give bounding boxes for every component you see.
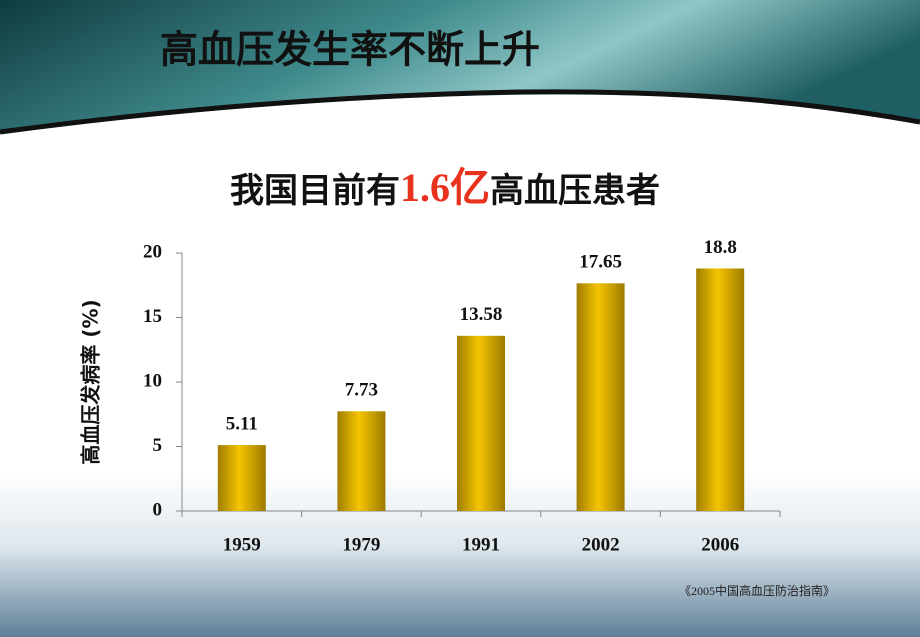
bar: [696, 268, 745, 511]
x-tick-label: 2006: [701, 534, 739, 555]
slide-title: 高血压发生率不断上升: [160, 28, 540, 72]
header-swoosh: [0, 89, 920, 135]
value-label: 5.11: [226, 413, 258, 434]
value-label: 13.58: [460, 304, 503, 325]
x-tick-label: 1959: [223, 534, 261, 555]
value-label: 17.65: [579, 252, 622, 273]
value-label: 7.73: [345, 380, 378, 401]
header-band: [0, 0, 920, 132]
x-tick-label: 2002: [582, 534, 620, 555]
y-tick-label: 15: [143, 306, 162, 327]
source-note: 《2005中国高血压防治指南》: [679, 583, 835, 598]
bar: [576, 283, 625, 511]
y-tick-label: 10: [143, 370, 162, 391]
headline-text: 我国目前有: [230, 171, 400, 211]
x-tick-label: 1991: [462, 534, 500, 555]
plot: 0 5 10 15 20 1959 5.11 1979 7.73 1991 13.58 2002 17.…: [143, 237, 781, 555]
headline: 我国目前有1.6亿高血压患者: [230, 165, 660, 210]
bar: [337, 411, 386, 511]
bar: [457, 335, 505, 511]
value-label: 18.8: [704, 237, 737, 258]
headline-text: 高血压患者: [490, 171, 660, 211]
y-tick-label: 0: [153, 499, 163, 520]
x-tick-label: 1979: [342, 534, 380, 555]
bar: [217, 445, 266, 511]
y-tick-label: 5: [153, 435, 163, 456]
y-tick-label: 20: [143, 241, 162, 262]
headline-highlight: 1.6亿: [400, 165, 490, 210]
y-axis-label: 高血压发病率 (%): [79, 299, 103, 464]
